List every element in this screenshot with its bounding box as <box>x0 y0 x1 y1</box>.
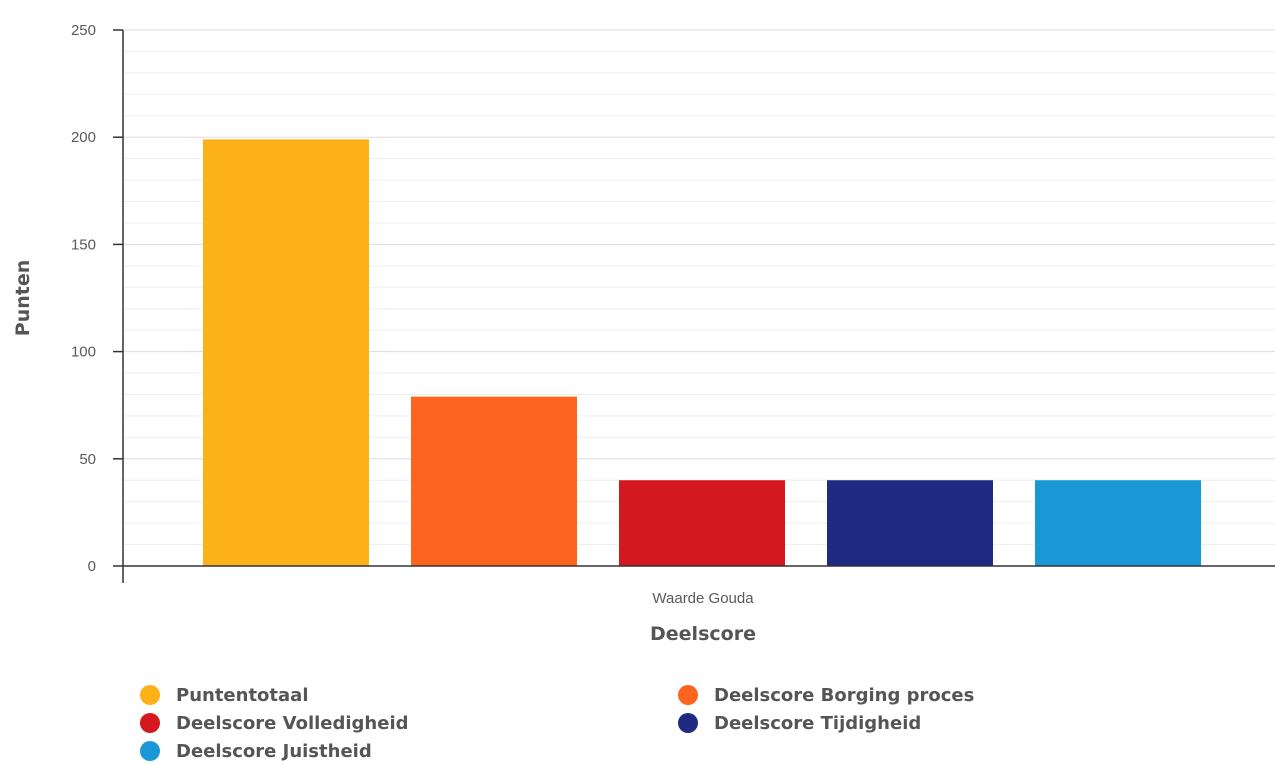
y-tick-label: 150 <box>71 236 96 253</box>
x-category-label: Waarde Gouda <box>652 590 754 607</box>
legend-marker <box>678 685 698 705</box>
bar-deelscore-tijdigheid[interactable] <box>827 480 993 566</box>
legend-item[interactable]: Deelscore Volledigheid <box>140 713 409 734</box>
legend-label: Deelscore Juistheid <box>176 741 372 762</box>
legend-label: Deelscore Borging proces <box>714 685 974 706</box>
legend-marker <box>140 741 160 761</box>
x-axis-title: Deelscore <box>650 623 756 645</box>
y-axis-title: Punten <box>12 260 34 336</box>
legend-item[interactable]: Deelscore Borging proces <box>678 685 974 706</box>
bars <box>203 139 1201 566</box>
legend-label: Deelscore Volledigheid <box>176 713 409 734</box>
y-axis-ticks: 0 50 100 150 200 250 <box>71 22 123 575</box>
legend-marker <box>140 685 160 705</box>
axes <box>122 30 1275 583</box>
legend-label: Puntentotaal <box>176 685 309 706</box>
legend: Puntentotaal Deelscore Borging proces Deel… <box>140 685 974 762</box>
legend-marker <box>140 713 160 733</box>
bar-deelscore-volledigheid[interactable] <box>619 480 785 566</box>
legend-label: Deelscore Tijdigheid <box>714 713 921 734</box>
y-tick-label: 0 <box>88 558 96 575</box>
legend-marker <box>678 713 698 733</box>
y-tick-label: 100 <box>71 344 96 361</box>
bar-puntentotaal[interactable] <box>203 139 369 566</box>
legend-item[interactable]: Puntentotaal <box>140 685 309 706</box>
bar-deelscore-juistheid[interactable] <box>1035 480 1201 566</box>
y-tick-label: 50 <box>79 451 96 468</box>
bar-deelscore-borging-proces[interactable] <box>411 396 577 566</box>
y-tick-label: 250 <box>71 22 96 39</box>
y-tick-label: 200 <box>71 129 96 146</box>
legend-item[interactable]: Deelscore Juistheid <box>140 741 372 762</box>
legend-item[interactable]: Deelscore Tijdigheid <box>678 713 921 734</box>
